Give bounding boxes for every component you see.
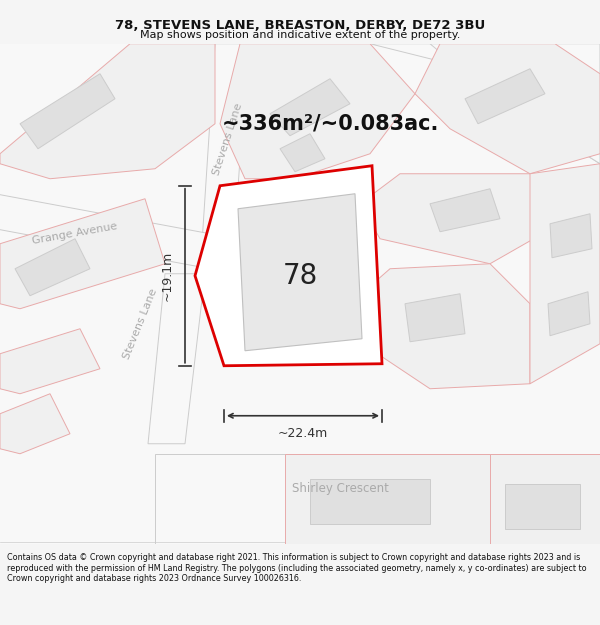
Polygon shape	[465, 69, 545, 124]
Polygon shape	[270, 79, 350, 136]
Polygon shape	[548, 292, 590, 336]
Polygon shape	[550, 214, 592, 258]
Text: 78, STEVENS LANE, BREASTON, DERBY, DE72 3BU: 78, STEVENS LANE, BREASTON, DERBY, DE72 …	[115, 19, 485, 32]
Polygon shape	[490, 454, 600, 544]
Text: Stevens Lane: Stevens Lane	[121, 287, 159, 361]
Polygon shape	[430, 44, 600, 164]
Polygon shape	[280, 134, 325, 172]
Polygon shape	[238, 194, 362, 351]
Text: Map shows position and indicative extent of the property.: Map shows position and indicative extent…	[140, 30, 460, 40]
Text: Stevens Lane: Stevens Lane	[212, 101, 244, 176]
Polygon shape	[148, 274, 205, 444]
Polygon shape	[0, 194, 210, 269]
Polygon shape	[310, 479, 430, 524]
Text: Shirley Crescent: Shirley Crescent	[292, 482, 388, 495]
Polygon shape	[20, 74, 115, 149]
Polygon shape	[415, 44, 600, 174]
Polygon shape	[370, 44, 600, 164]
Polygon shape	[200, 44, 248, 274]
Polygon shape	[15, 239, 90, 296]
Polygon shape	[360, 174, 560, 264]
Polygon shape	[155, 454, 600, 544]
Polygon shape	[195, 166, 382, 366]
Polygon shape	[0, 44, 215, 179]
Polygon shape	[0, 199, 165, 309]
Polygon shape	[530, 164, 600, 384]
Polygon shape	[285, 454, 490, 544]
Text: ~336m²/~0.083ac.: ~336m²/~0.083ac.	[221, 114, 439, 134]
Polygon shape	[505, 484, 580, 529]
Polygon shape	[0, 329, 100, 394]
Polygon shape	[430, 189, 500, 232]
Text: Grange Avenue: Grange Avenue	[32, 221, 118, 246]
Polygon shape	[220, 44, 415, 179]
Text: Contains OS data © Crown copyright and database right 2021. This information is : Contains OS data © Crown copyright and d…	[7, 553, 587, 583]
Polygon shape	[350, 264, 530, 389]
Text: ~19.1m: ~19.1m	[161, 251, 173, 301]
Text: ~22.4m: ~22.4m	[278, 428, 328, 440]
Polygon shape	[0, 394, 70, 454]
Polygon shape	[0, 44, 600, 544]
Polygon shape	[405, 294, 465, 342]
Text: 78: 78	[283, 262, 317, 290]
